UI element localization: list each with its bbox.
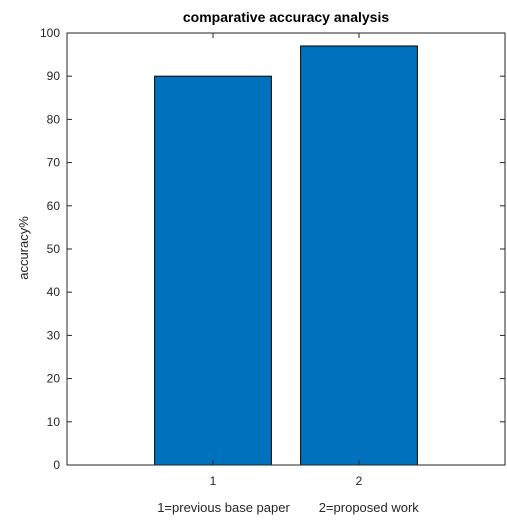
- y-tick-label: 30: [47, 328, 61, 342]
- y-tick-label: 0: [53, 458, 60, 472]
- x-axis-label: 1=previous base paper 2=proposed work: [157, 500, 419, 515]
- chart-title: comparative accuracy analysis: [183, 9, 389, 25]
- y-tick-label: 40: [47, 285, 61, 299]
- y-ticks-group: 0 10 20 30 40 50 60 70 80 90 100: [40, 26, 505, 472]
- y-tick-label: 80: [47, 112, 61, 126]
- bar-1: [154, 75, 272, 466]
- x-tick-label: 1: [210, 474, 217, 488]
- y-tick-label: 90: [47, 69, 61, 83]
- y-tick-label: 20: [47, 372, 61, 386]
- y-tick-label: 70: [47, 156, 61, 170]
- plot-frame: [66, 32, 506, 466]
- y-tick-label: 10: [47, 415, 61, 429]
- bar-2: [300, 45, 418, 466]
- x-tick-label: 2: [356, 474, 363, 488]
- bars-group: [154, 45, 418, 466]
- y-tick-label: 60: [47, 199, 61, 213]
- y-axis-label: accuracy%: [16, 216, 31, 280]
- y-tick-label: 100: [40, 26, 60, 40]
- axes-group: [66, 32, 506, 466]
- y-tick-label: 50: [47, 242, 61, 256]
